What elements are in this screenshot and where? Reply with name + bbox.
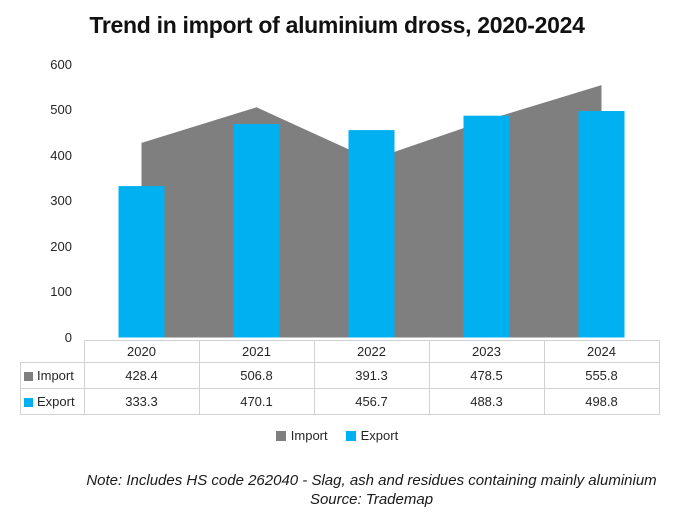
y-axis-tick-label: 300 — [50, 193, 72, 208]
export-legend-swatch-icon — [345, 430, 356, 441]
table-year-header: 2024 — [543, 340, 660, 363]
export-bar-2023 — [463, 115, 510, 338]
note-line-1: Note: Includes HS code 262040 - Slag, as… — [86, 472, 657, 489]
legend-label: Import — [290, 428, 328, 443]
y-axis-tick-label: 600 — [50, 57, 72, 72]
y-axis-tick-label: 0 — [64, 330, 72, 345]
table-year-header: 2022 — [313, 340, 430, 363]
table-cell: 478.5 — [428, 362, 545, 389]
table-cell: 506.8 — [198, 362, 315, 389]
legend-item-import: Import — [275, 428, 328, 443]
table-year-header: 2021 — [198, 340, 315, 363]
legend-item-export: Export — [345, 428, 399, 443]
table-cell: 488.3 — [428, 388, 545, 415]
import-legend-swatch-icon — [275, 430, 286, 441]
chart-title: Trend in import of aluminium dross, 2020… — [89, 12, 585, 38]
table-year-header: 2020 — [83, 340, 200, 363]
table-cell: 428.4 — [83, 362, 200, 389]
y-axis-tick-label: 400 — [50, 148, 72, 163]
import-swatch-icon — [24, 372, 33, 381]
table-blank-cell — [21, 341, 85, 363]
table-cell: 456.7 — [313, 388, 430, 415]
table-row-import: Import 428.4 506.8 391.3 478.5 555.8 — [20, 362, 660, 389]
y-axis-tick-label: 500 — [50, 102, 72, 117]
import-row-label: Import — [37, 368, 74, 383]
y-axis-tick-label: 200 — [50, 239, 72, 254]
y-axis-tick-label: 100 — [50, 284, 72, 299]
export-swatch-icon — [24, 398, 33, 407]
legend-label: Export — [360, 428, 399, 443]
chart-note: Note: Includes HS code 262040 - Slag, as… — [42, 471, 700, 509]
export-bar-2024 — [578, 111, 625, 338]
export-bar-2022 — [348, 130, 395, 338]
data-table: 2020 2021 2022 2023 2024 Import 428.4 50… — [20, 340, 660, 415]
table-row-export: Export 333.3 470.1 456.7 488.3 498.8 — [20, 388, 660, 415]
export-row-key: Export — [20, 388, 85, 415]
import-row-key: Import — [20, 362, 85, 389]
export-bar-2021 — [233, 124, 280, 338]
export-row-label: Export — [37, 394, 75, 409]
table-cell: 391.3 — [313, 362, 430, 389]
table-cell: 470.1 — [198, 388, 315, 415]
chart-plot-area — [118, 85, 625, 338]
export-bar-2020 — [118, 186, 165, 338]
table-year-header: 2023 — [428, 340, 545, 363]
table-header-row: 2020 2021 2022 2023 2024 — [21, 340, 660, 363]
table-cell: 555.8 — [543, 362, 660, 389]
table-cell: 333.3 — [83, 388, 200, 415]
table-cell: 498.8 — [543, 388, 660, 415]
note-line-2: Source: Trademap — [309, 491, 434, 508]
chart-legend: Import Export — [0, 428, 674, 443]
